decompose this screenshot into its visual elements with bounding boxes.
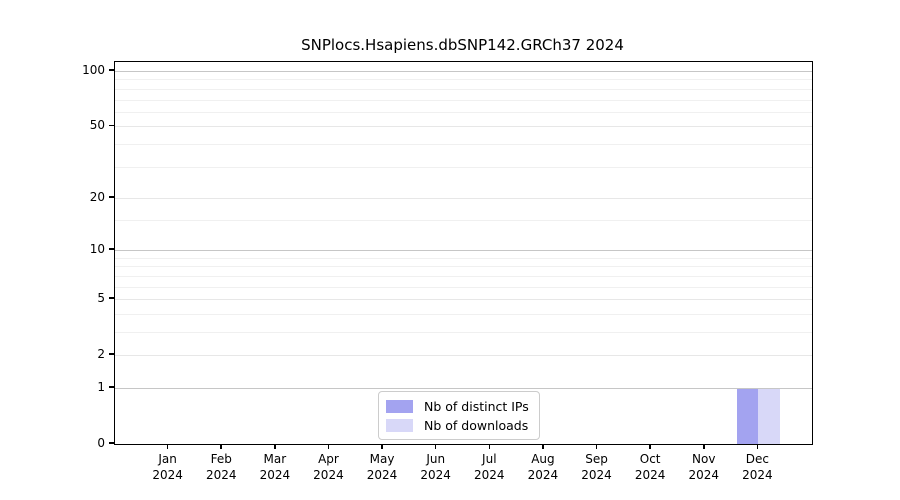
legend-item: Nb of distinct IPs	[386, 398, 529, 414]
legend: Nb of distinct IPs Nb of downloads	[378, 391, 540, 440]
chart-title: SNPlocs.Hsapiens.dbSNP142.GRCh37 2024	[301, 36, 624, 54]
x-tick-label: Oct 2024	[634, 452, 666, 482]
y-tick	[108, 353, 114, 355]
legend-swatch	[386, 399, 413, 413]
x-tick	[649, 444, 651, 449]
x-tick-label: Nov 2024	[688, 452, 720, 482]
x-tick	[703, 444, 705, 449]
x-tick	[381, 444, 383, 449]
y-tick-label: 10	[89, 242, 105, 257]
legend-swatch	[386, 418, 413, 432]
x-tick-label: Aug 2024	[527, 452, 559, 482]
minor-gridline	[115, 111, 812, 113]
y-tick-label: 20	[89, 189, 105, 204]
minor-gridline	[115, 99, 812, 101]
minor-gridline	[115, 88, 812, 90]
major-gridline	[115, 250, 812, 252]
x-tick-label: Feb 2024	[205, 452, 237, 482]
y-tick	[108, 124, 114, 127]
x-tick	[327, 444, 330, 449]
minor-gridline	[115, 257, 812, 259]
major-gridline	[115, 197, 812, 199]
minor-gridline	[115, 219, 812, 221]
x-tick-label: Jan 2024	[152, 452, 183, 482]
x-tick-label: Sep 2024	[581, 452, 612, 482]
major-gridline	[115, 71, 812, 73]
minor-gridline	[115, 275, 812, 277]
y-tick	[108, 386, 114, 388]
minor-gridline	[115, 79, 812, 81]
x-tick	[434, 444, 437, 449]
bar-downloads	[758, 387, 780, 444]
y-tick-label: 1	[97, 379, 105, 394]
major-gridline	[115, 355, 812, 357]
x-tick	[542, 444, 544, 449]
legend-label: Nb of downloads	[424, 417, 529, 433]
plot-area	[114, 61, 813, 445]
x-tick	[166, 444, 169, 449]
x-tick	[595, 444, 598, 449]
x-tick	[220, 444, 222, 449]
major-gridline	[115, 299, 812, 301]
x-tick-label: Mar 2024	[259, 452, 291, 482]
x-tick	[756, 444, 759, 449]
y-tick	[108, 442, 114, 444]
legend-item: Nb of downloads	[386, 417, 529, 433]
y-tick	[108, 297, 114, 299]
legend-label: Nb of distinct IPs	[424, 398, 529, 414]
y-tick-label: 100	[82, 63, 105, 78]
minor-gridline	[115, 266, 812, 268]
x-tick-label: Jun 2024	[420, 452, 451, 482]
y-tick	[108, 248, 114, 250]
minor-gridline	[115, 313, 812, 315]
x-tick-label: Jul 2024	[474, 452, 505, 482]
major-gridline	[115, 387, 812, 389]
minor-gridline	[115, 331, 812, 333]
minor-gridline	[115, 166, 812, 168]
x-tick	[274, 444, 276, 449]
x-tick-label: Apr 2024	[313, 452, 344, 482]
minor-gridline	[115, 286, 812, 288]
y-tick-label: 0	[97, 436, 105, 450]
y-tick-label: 2	[97, 347, 105, 362]
x-tick-label: May 2024	[366, 452, 398, 482]
minor-gridline	[115, 143, 812, 145]
x-tick-label: Dec 2024	[742, 452, 773, 482]
y-tick-label: 5	[97, 291, 105, 306]
y-tick	[108, 196, 114, 198]
bar-distinct-ips	[736, 387, 759, 444]
major-gridline	[115, 126, 812, 128]
x-tick	[488, 444, 491, 449]
y-tick	[108, 69, 114, 71]
y-tick-label: 50	[89, 118, 105, 133]
